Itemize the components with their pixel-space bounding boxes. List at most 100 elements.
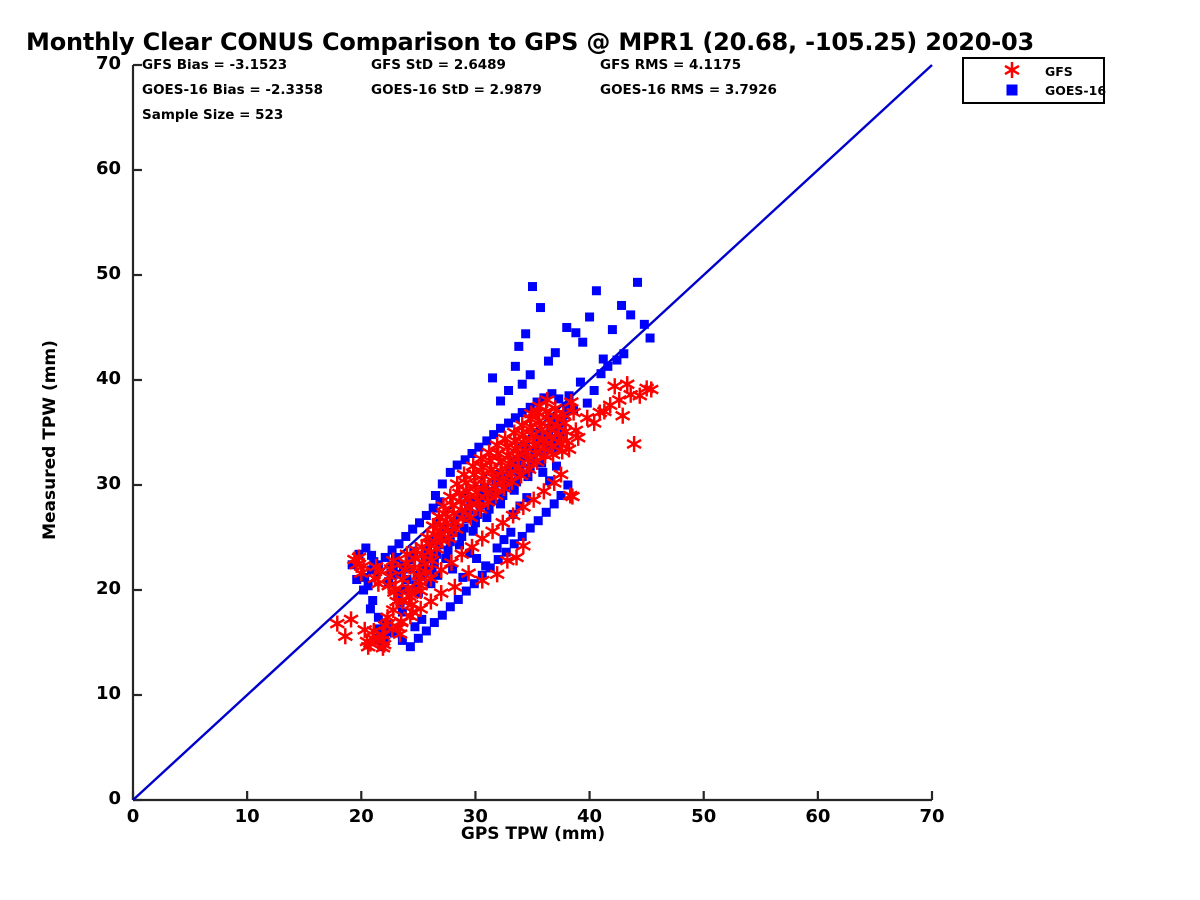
asterisk-marker xyxy=(470,492,486,509)
asterisk-marker xyxy=(611,391,627,408)
asterisk-marker xyxy=(563,394,579,411)
asterisk-marker xyxy=(477,477,493,493)
y-tick-label-20: 20 xyxy=(95,578,121,599)
square-marker xyxy=(352,575,362,584)
tick-marks xyxy=(131,63,934,802)
square-marker xyxy=(517,408,527,418)
square-marker xyxy=(550,348,560,358)
stat-goes-std: GOES-16 StD = 2.9879 xyxy=(371,82,542,98)
asterisk-marker xyxy=(511,459,527,476)
square-marker xyxy=(617,300,627,310)
asterisk-marker xyxy=(404,586,420,603)
square-marker xyxy=(428,503,438,513)
square-marker xyxy=(460,455,470,465)
square-marker xyxy=(645,333,655,343)
square-marker xyxy=(509,485,519,495)
asterisk-marker xyxy=(561,441,577,458)
square-marker xyxy=(619,349,629,359)
asterisk-marker xyxy=(632,387,648,404)
square-marker xyxy=(417,614,427,624)
square-marker xyxy=(429,618,439,628)
square-marker xyxy=(380,552,390,562)
square-marker xyxy=(517,379,527,389)
square-marker xyxy=(410,622,420,632)
asterisk-marker xyxy=(531,398,547,415)
square-marker xyxy=(470,518,480,528)
asterisk-marker xyxy=(489,566,505,583)
square-marker xyxy=(535,303,545,313)
asterisk-marker xyxy=(596,403,612,420)
asterisk-marker xyxy=(495,514,511,531)
asterisk-marker xyxy=(423,593,439,610)
asterisk-marker xyxy=(488,487,504,504)
square-marker xyxy=(373,612,383,622)
asterisk-marker xyxy=(433,562,449,579)
square-marker xyxy=(397,607,407,617)
square-marker xyxy=(394,539,404,549)
asterisk-marker xyxy=(448,521,464,538)
asterisk-marker xyxy=(483,461,499,478)
square-marker xyxy=(472,554,482,563)
square-marker xyxy=(469,579,479,589)
square-marker xyxy=(405,642,415,652)
asterisk-marker xyxy=(485,523,501,540)
asterisk-marker xyxy=(464,538,480,555)
square-marker xyxy=(489,430,499,440)
square-marker xyxy=(360,572,370,582)
square-marker xyxy=(534,429,544,439)
asterisk-marker xyxy=(510,449,526,466)
page-title: Monthly Clear CONUS Comparison to GPS @ … xyxy=(26,28,1034,56)
x-tick-label-0: 0 xyxy=(126,806,140,827)
square-marker xyxy=(493,555,503,565)
square-marker xyxy=(468,526,478,536)
legend-box[interactable] xyxy=(962,57,1105,104)
x-tick-label-70: 70 xyxy=(919,806,945,827)
y-tick-label-30: 30 xyxy=(95,473,121,494)
asterisk-marker xyxy=(643,381,659,398)
square-marker xyxy=(437,479,447,489)
asterisk-marker xyxy=(509,549,525,566)
square-marker xyxy=(537,458,547,468)
asterisk-marker xyxy=(424,552,440,569)
square-marker xyxy=(496,423,506,433)
square-marker xyxy=(361,543,371,553)
square-marker xyxy=(461,514,471,524)
asterisk-marker xyxy=(480,493,496,510)
square-marker xyxy=(452,460,462,470)
square-marker xyxy=(443,545,453,555)
square-marker xyxy=(547,389,557,399)
asterisk-marker xyxy=(329,615,345,632)
square-marker xyxy=(430,491,440,500)
asterisk-marker xyxy=(536,483,552,500)
square-marker xyxy=(543,356,553,366)
asterisk-marker xyxy=(566,404,582,421)
square-marker xyxy=(482,436,492,446)
square-marker xyxy=(603,361,613,371)
asterisk-marker xyxy=(559,432,575,449)
square-marker xyxy=(512,477,522,487)
asterisk-marker xyxy=(385,552,401,569)
square-marker xyxy=(481,561,491,571)
asterisk-marker xyxy=(413,577,429,594)
square-marker xyxy=(496,499,506,509)
stat-gfs-bias: GFS Bias = -3.1523 xyxy=(142,57,288,73)
square-marker xyxy=(575,377,585,387)
square-marker xyxy=(556,491,566,500)
square-marker xyxy=(612,355,622,365)
square-marker xyxy=(369,557,379,567)
square-marker xyxy=(401,531,411,541)
square-marker xyxy=(633,277,643,287)
asterisk-marker xyxy=(376,636,392,653)
square-marker xyxy=(525,523,535,533)
asterisk-marker xyxy=(502,456,518,472)
asterisk-marker xyxy=(463,509,479,526)
asterisk-marker xyxy=(474,530,490,547)
x-axis-label: GPS TPW (mm) xyxy=(460,824,606,844)
square-marker xyxy=(414,518,424,528)
stat-gfs-rms: GFS RMS = 4.1175 xyxy=(600,57,742,73)
square-marker xyxy=(461,586,471,596)
y-tick-label-50: 50 xyxy=(95,263,121,284)
x-tick-label-10: 10 xyxy=(234,806,260,827)
asterisk-marker xyxy=(490,445,506,462)
